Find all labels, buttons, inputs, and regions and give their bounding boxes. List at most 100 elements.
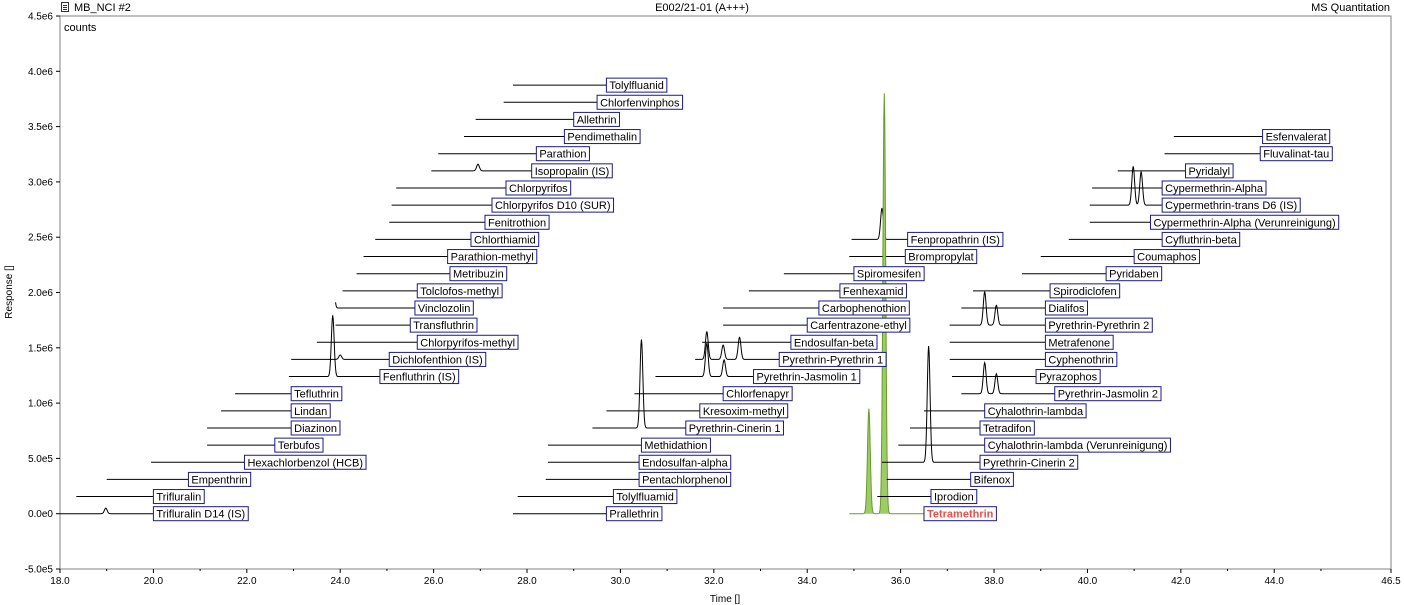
peak-label-box [1161,231,1241,247]
peak-label-fenhexamid[interactable]: Fenhexamid [839,283,907,299]
peak-label-box [984,403,1087,419]
peak-label-brompropylat[interactable]: Brompropylat [904,249,978,265]
peak-label-pyrethrin-jasmolin-1[interactable]: Pyrethrin-Jasmolin 1 [753,369,861,385]
peak-label-trifluralin[interactable]: Trifluralin [152,489,205,505]
peak-label-chlorpyrifos-d10-sur[interactable]: Chlorpyrifos D10 (SUR) [491,197,615,213]
peak-label-pyridaben[interactable]: Pyridaben [1105,266,1163,282]
y-tick-label: -5.0e5 [25,565,54,576]
peak-label-parathion[interactable]: Parathion [535,146,590,162]
peak-label-pendimethalin[interactable]: Pendimethalin [563,129,641,145]
peak-label-cyfluthrin-beta[interactable]: Cyfluthrin-beta [1161,231,1241,247]
peak-label-carfentrazone-ethyl[interactable]: Carfentrazone-ethyl [806,317,911,333]
peak-label-endosulfan-alpha[interactable]: Endosulfan-alpha [638,454,732,470]
peak-label-transfluthrin[interactable]: Transfluthrin [409,317,478,333]
peak-label-pyrethrin-pyrethrin-2[interactable]: Pyrethrin-Pyrethrin 2 [1044,317,1153,333]
trace-vinclozolin[interactable] [335,302,415,309]
trace-dichlofenthion-is[interactable] [291,354,390,360]
peak-label-tetramethrin[interactable]: Tetramethrin [923,506,997,522]
peak-label-empenthrin[interactable]: Empenthrin [187,471,252,487]
peak-label-tolclofos-methyl[interactable]: Tolclofos-methyl [416,283,503,299]
peak-label-text: Chlorpyrifos D10 (SUR) [495,200,611,212]
peak-label-chlorfenapyr[interactable]: Chlorfenapyr [722,386,793,402]
peak-label-hexachlorbenzol-hcb[interactable]: Hexachlorbenzol (HCB) [243,454,367,470]
peak-label-box [970,471,1014,487]
peak-label-box [447,249,538,265]
peak-label-esfenvalerat[interactable]: Esfenvalerat [1262,129,1331,145]
peak-label-lindan[interactable]: Lindan [290,403,331,419]
peak-label-coumaphos[interactable]: Coumaphos [1133,249,1200,265]
peak-label-pyrazophos[interactable]: Pyrazophos [1035,369,1101,385]
sample-name: MB_NCI #2 [74,2,131,14]
peak-label-dichlofenthion-is[interactable]: Dichlofenthion (IS) [388,351,487,367]
peak-label-cyhalothrin-lambda-verunreinigung[interactable]: Cyhalothrin-lambda (Verunreinigung) [984,437,1171,453]
peak-label-box [416,283,503,299]
peak-label-cypermethrin-trans-d6-is[interactable]: Cypermethrin-trans D6 (IS) [1161,197,1301,213]
peak-label-parathion-methyl[interactable]: Parathion-methyl [447,249,538,265]
peak-label-fluvalinat-tau[interactable]: Fluvalinat-tau [1259,146,1333,162]
peak-label-cyphenothrin[interactable]: Cyphenothrin [1044,351,1118,367]
peak-label-pyrethrin-jasmolin-2[interactable]: Pyrethrin-Jasmolin 2 [1054,386,1162,402]
peak-label-kresoxim-methyl[interactable]: Kresoxim-methyl [699,403,789,419]
trace-pyrethrin-pyrethrin-1[interactable] [695,330,780,360]
peak-label-allethrin[interactable]: Allethrin [573,111,620,127]
peak-label-box [904,249,978,265]
peak-label-dialifos[interactable]: Dialifos [1044,300,1088,316]
peak-label-box [1262,129,1331,145]
trace-cypermethrin-trans-d6-is[interactable] [1089,166,1163,206]
trace-pyrethrin-cinerin-2[interactable] [881,346,981,463]
peak-label-box [1105,266,1163,282]
trace-pyrethrin-cinerin-1[interactable] [592,339,686,429]
peak-label-chlorpyrifos-methyl[interactable]: Chlorpyrifos-methyl [416,334,519,350]
peak-label-text: Brompropylat [908,252,973,264]
peak-label-isopropalin-is[interactable]: Isopropalin (IS) [531,163,613,179]
peak-label-text: Pyrethrin-Jasmolin 2 [1058,389,1158,401]
trace-pyrethrin-jasmolin-2[interactable] [961,360,1055,395]
peak-label-pentachlorphenol[interactable]: Pentachlorphenol [638,471,732,487]
peak-label-metrafenone[interactable]: Metrafenone [1044,334,1114,350]
peak-label-iprodion[interactable]: Iprodion [930,489,978,505]
peak-label-diazinon[interactable]: Diazinon [290,420,341,436]
peak-label-pyrethrin-cinerin-2[interactable]: Pyrethrin-Cinerin 2 [979,454,1079,470]
peak-label-prallethrin[interactable]: Prallethrin [605,506,663,522]
peak-label-bifenox[interactable]: Bifenox [970,471,1014,487]
peak-label-chlorfenvinphos[interactable]: Chlorfenvinphos [596,94,684,110]
peak-label-fenitrothion[interactable]: Fenitrothion [484,214,550,230]
x-tick-label: 30.0 [611,576,631,587]
peak-label-spiromesifen[interactable]: Spiromesifen [853,266,925,282]
peak-label-text: Pendimethalin [567,132,637,144]
peak-label-terbufos[interactable]: Terbufos [274,437,324,453]
trace-fenpropathrin-is[interactable] [851,207,908,240]
peak-label-fenpropathrin-is[interactable]: Fenpropathrin (IS) [907,231,1004,247]
peak-label-tefluthrin[interactable]: Tefluthrin [290,386,343,402]
trace-fenfluthrin-is[interactable] [288,314,380,378]
peak-label-pyridalyl[interactable]: Pyridalyl [1185,163,1234,179]
trace-isopropalin-is[interactable] [431,163,532,172]
x-tick-label: 40.0 [1078,576,1098,587]
trace-pyrethrin-pyrethrin-2[interactable] [949,290,1046,326]
peak-label-cyhalothrin-lambda[interactable]: Cyhalothrin-lambda [984,403,1087,419]
peak-label-chlorthiamid[interactable]: Chlorthiamid [470,231,540,247]
trace-trifluralin-d14-is[interactable] [60,507,154,515]
peak-label-metribuzin[interactable]: Metribuzin [449,266,508,282]
peak-label-pyrethrin-pyrethrin-1[interactable]: Pyrethrin-Pyrethrin 1 [778,351,887,367]
trace-pyrethrin-jasmolin-1[interactable] [655,342,754,378]
peak-label-pyrethrin-cinerin-1[interactable]: Pyrethrin-Cinerin 1 [685,420,785,436]
peak-label-trifluralin-d14-is[interactable]: Trifluralin D14 (IS) [152,506,249,522]
peak-label-fenfluthrin-is[interactable]: Fenfluthrin (IS) [379,369,460,385]
peak-label-chlorpyrifos[interactable]: Chlorpyrifos [505,180,572,196]
peak-label-endosulfan-beta[interactable]: Endosulfan-beta [790,334,878,350]
peak-label-text: Fluvalinat-tau [1263,149,1329,161]
peak-label-tetradifon[interactable]: Tetradifon [979,420,1035,436]
peak-label-box [1044,351,1118,367]
peak-label-box [290,420,341,436]
trace-tetramethrin[interactable] [849,93,924,515]
peak-label-tolylfluamid[interactable]: Tolylfluamid [612,489,678,505]
peak-label-carbophenothion[interactable]: Carbophenothion [818,300,910,316]
peak-label-spirodiclofen[interactable]: Spirodiclofen [1049,283,1121,299]
peak-label-methidathion[interactable]: Methidathion [640,437,711,453]
peak-label-vinclozolin[interactable]: Vinclozolin [414,300,474,316]
peak-label-tolylfluanid[interactable]: Tolylfluanid [605,77,668,93]
peak-label-cypermethrin-alpha-verunreinigung[interactable]: Cypermethrin-Alpha (Verunreinigung) [1149,214,1340,230]
peak-label-cypermethrin-alpha[interactable]: Cypermethrin-Alpha [1161,180,1267,196]
